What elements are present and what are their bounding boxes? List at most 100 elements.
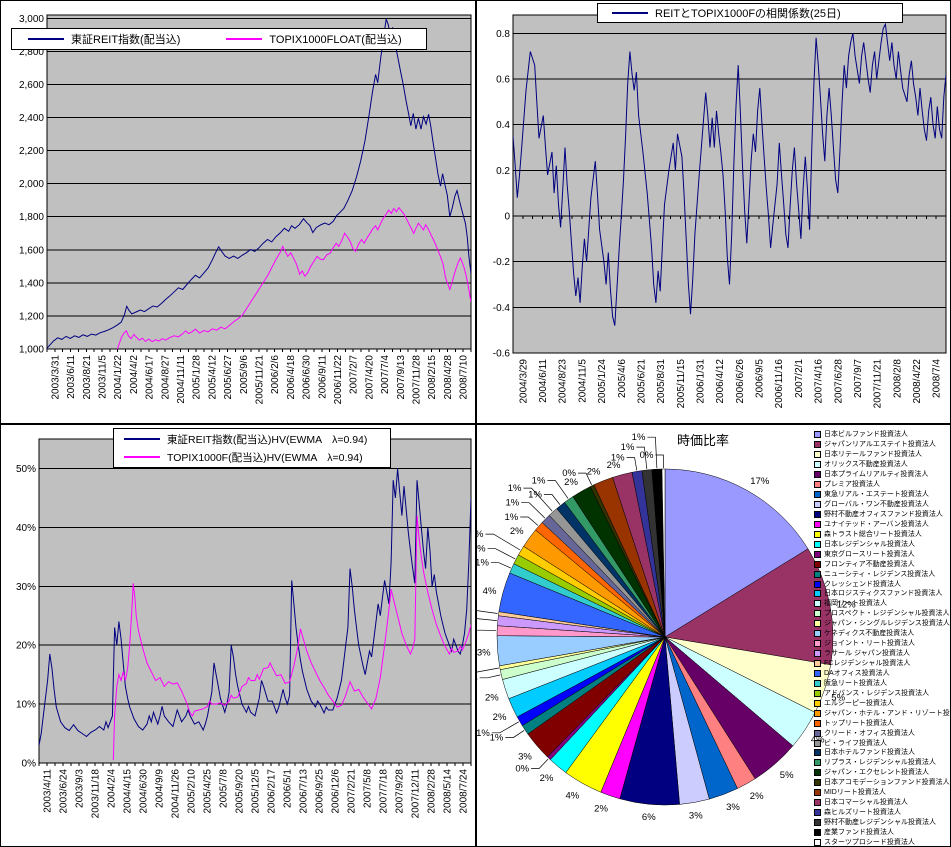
legend-reit-name: 森トラスト総合リート投資法人 xyxy=(824,530,922,538)
pie-legend-item: ユナイテッド・アーバン投資法人 xyxy=(814,519,950,529)
y-axis-label: -0.6 xyxy=(493,349,511,360)
correlation-line-chart: 0.8 0.6 0.4 0.2 0 -0.2 -0.4 -0.6 2004/3/29 2004/6… xyxy=(493,14,947,409)
correlation-chart-legend: REITとTOPIX1000Fの相関係数(25日) xyxy=(597,3,903,23)
pie-percent-label: 0% xyxy=(515,764,529,775)
navy-line-sample-icon xyxy=(612,12,648,14)
pie-legend-item: リプラス・レジデンシャル投資法人 xyxy=(814,758,950,768)
pie-legend-item: 野村不動産オフィスファンド投資法人 xyxy=(814,510,950,520)
legend-swatch-icon xyxy=(814,779,821,787)
pie-legend-item: グローバル・ワン不動産投資法人 xyxy=(814,500,950,510)
pie-legend-item: プレミア投資法人 xyxy=(814,480,950,490)
pie-percent-label: 1% xyxy=(477,728,490,739)
legend-reit-name: ジャパン・シングルレジデンス投資法人 xyxy=(824,620,950,628)
pie-legend-item: プロスペクト・レジデンシャル投資法人 xyxy=(814,609,950,619)
plot-area xyxy=(46,14,472,350)
legend-reit-name: オリックス不動産投資法人 xyxy=(824,461,908,469)
price-index-line-chart: 3,000 2,800 2,600 2,400 2,200 2,000 1,800 1,600… xyxy=(19,14,472,405)
pie-legend-item: MIDリート投資法人 xyxy=(814,788,950,798)
legend-reit-name: 日本リテールファンド投資法人 xyxy=(824,451,922,459)
legend-reit-name: フロンティア不動産投資法人 xyxy=(824,560,915,568)
x-axis-date-label: 2006/7/13 xyxy=(299,769,310,814)
pie-legend-item: ジョイント・リート投資法人 xyxy=(814,639,950,649)
pie-legend-item: ジャパン・ホテル・アンド・リゾート投資法人 xyxy=(814,708,950,718)
y-axis-label: 50% xyxy=(16,464,36,475)
legend-reit-name: トップリート投資法人 xyxy=(824,719,894,727)
x-axis-date-label: 2006/4/18 xyxy=(286,355,297,400)
x-axis-date-label: 2005/8/31 xyxy=(656,359,667,404)
legend-reit-name: 福岡リート投資法人 xyxy=(824,600,887,608)
pie-legend-item: 日本ホテルファンド投資法人 xyxy=(814,748,950,758)
pie-legend-item: ニューシティ・レジデンス投資法人 xyxy=(814,569,950,579)
series-line xyxy=(116,206,471,349)
legend-reit-name: 日本アコモデーションファンド投資法人 xyxy=(824,779,950,787)
x-axis-date-label: 2008/5/14 xyxy=(443,769,454,814)
pie-legend-item: ジャパン・エクセレント投資法人 xyxy=(814,768,950,778)
x-axis-date-label: 2004/2/4 xyxy=(107,769,118,808)
series-line xyxy=(39,468,471,746)
x-axis-date-label: 2006/6/26 xyxy=(735,359,746,404)
pie-percent-label: 2% xyxy=(750,791,764,802)
series-line xyxy=(47,18,471,349)
legend-item-topix-hv: TOPIX1000F(配当込)HV(EWMA λ=0.94) xyxy=(124,450,363,465)
pie-legend-item: 日本リテールファンド投資法人 xyxy=(814,450,950,460)
legend-reit-name: 森ヒルズリート投資法人 xyxy=(824,809,901,817)
price-chart-legend: 東証REIT指数(配当込) TOPIX1000FLOAT(配当込) xyxy=(11,28,427,50)
pie-legend-item: ビ・ライフ投資法人 xyxy=(814,738,950,748)
x-axis-date-label: 2005/4/12 xyxy=(207,355,218,400)
x-axis-date-label: 2005/11/15 xyxy=(676,359,687,409)
x-axis-date-label: 2006/9/5 xyxy=(755,359,766,398)
x-axis-date-label: 2008/2/8 xyxy=(892,359,903,398)
y-axis-label: 1,200 xyxy=(19,311,44,322)
pie-percent-label: 1% xyxy=(504,512,518,523)
x-axis-date-label: 2008/2/28 xyxy=(427,769,438,814)
pie-slice xyxy=(661,468,666,638)
legend-reit-name: エルシーピー投資法人 xyxy=(824,699,894,707)
y-axis-label: -0.4 xyxy=(493,303,511,314)
x-axis-date-label: 2004/3/29 xyxy=(518,359,529,404)
legend-swatch-icon xyxy=(814,819,821,827)
legend-swatch-icon xyxy=(814,729,821,737)
pie-percent-label: 5% xyxy=(780,770,794,781)
x-axis-date-label: 2006/6/30 xyxy=(302,355,313,400)
pie-legend-item: 野村不動産レジデンシャル投資法人 xyxy=(814,818,950,828)
pie-label-leader-line xyxy=(626,457,638,471)
x-axis-date-label: 2005/11/21 xyxy=(255,355,266,405)
x-axis-date-label: 2007/9/7 xyxy=(853,359,864,398)
legend-reit-name: 日本ロジスティクスファンド投資法人 xyxy=(824,590,943,598)
legend-reit-name: 東急リアル・エステート投資法人 xyxy=(824,491,929,499)
legend-swatch-icon xyxy=(814,451,821,459)
pie-label-leader-line xyxy=(578,472,592,485)
legend-swatch-icon xyxy=(814,550,821,558)
x-axis-date-label: 2007/11/21 xyxy=(873,359,884,409)
pie-percent-label: 2% xyxy=(587,466,601,477)
pie-percent-label: 4% xyxy=(565,791,579,802)
legend-reit-name: FCレジデンシャル投資法人 xyxy=(824,660,911,668)
pie-legend-item: クレッシェンド投資法人 xyxy=(814,579,950,589)
y-axis-label: 1,600 xyxy=(19,245,44,256)
pie-slice xyxy=(664,468,809,638)
pie-label-leader-line xyxy=(505,730,525,738)
x-axis-date-label: 2004/6/11 xyxy=(538,359,549,403)
y-axis-label: 30% xyxy=(16,582,36,593)
magenta-line-sample-icon xyxy=(226,38,263,40)
legend-reit-name: 東京グロースリート投資法人 xyxy=(824,550,915,558)
pie-legend-item: ラサール ジャパン投資法人 xyxy=(814,649,950,659)
y-axis-label: 0 xyxy=(504,211,510,222)
x-axis-date-label: 2007/7/18 xyxy=(379,769,390,814)
legend-swatch-icon xyxy=(814,719,821,727)
plot-area xyxy=(38,438,472,764)
pie-percent-label: 1% xyxy=(611,453,625,464)
legend-reit-name: ユナイテッド・アーバン投資法人 xyxy=(824,520,929,528)
x-axis-date-label: 2007/7/4 xyxy=(380,355,391,394)
y-axis-label: 20% xyxy=(16,641,36,652)
legend-swatch-icon xyxy=(814,759,821,767)
x-axis-date-label: 2004/9/9 xyxy=(155,769,166,808)
x-axis-date-label: 2003/8/21 xyxy=(82,355,93,400)
legend-reit-name: プレミア投資法人 xyxy=(824,481,880,489)
chart-panel-price-index: 3,000 2,800 2,600 2,400 2,200 2,000 1,800 1,600… xyxy=(0,0,476,424)
legend-swatch-icon xyxy=(814,809,821,817)
pie-percent-label: 1% xyxy=(528,489,542,500)
pie-legend-item: アドバンス・レジデンス投資法人 xyxy=(814,688,950,698)
legend-label: TOPIX1000FLOAT(配当込) xyxy=(269,34,402,46)
x-axis-date-label: 2004/8/27 xyxy=(160,355,171,400)
